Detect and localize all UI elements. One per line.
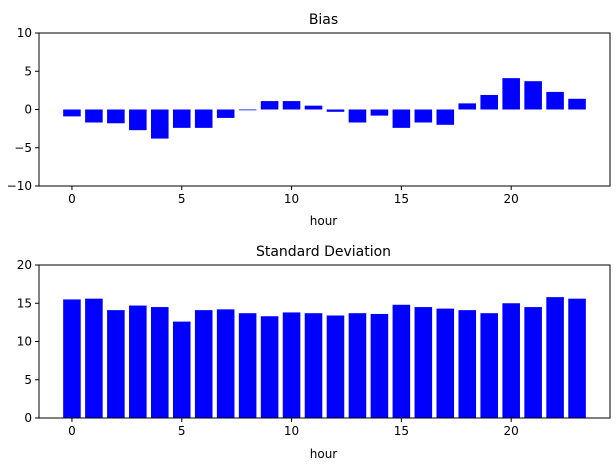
bar-hour-7 [216, 309, 235, 418]
x-tick-label: 20 [504, 192, 519, 206]
bar-hour-1 [85, 298, 103, 418]
bar-hour-6 [194, 310, 213, 418]
y-tick-label: 0 [24, 103, 32, 117]
bar-hour-12 [326, 109, 345, 112]
bar-hour-3 [129, 109, 147, 131]
bar-hour-9 [260, 101, 279, 110]
bar-hour-5 [172, 321, 191, 418]
bar-hour-6 [194, 109, 213, 128]
bar-hour-21 [524, 81, 542, 110]
bar-hour-1 [85, 109, 103, 123]
bar-hour-23 [568, 98, 586, 110]
bar-hour-17 [436, 109, 455, 125]
bar-hour-10 [282, 101, 301, 110]
x-tick-label: 0 [68, 192, 76, 206]
bar-hour-0 [63, 299, 81, 418]
x-tick-label: 5 [178, 192, 186, 206]
bar-hour-13 [348, 313, 367, 418]
bar-hour-18 [458, 310, 477, 418]
y-tick-label: −10 [7, 179, 32, 193]
bar-hour-5 [172, 109, 191, 128]
bar-hour-11 [304, 105, 323, 110]
bar-hour-9 [260, 316, 279, 418]
y-tick-label: 10 [17, 26, 32, 40]
bar-hour-2 [107, 310, 125, 418]
bar-hour-17 [436, 308, 455, 418]
bar-hour-15 [392, 109, 411, 128]
bar-hour-8 [238, 313, 257, 418]
bias-chart: Bias hour 0 5 10 15 20 −10 −5 0 5 10 [7, 12, 611, 228]
x-axis-label: hour [310, 447, 338, 461]
bar-hour-21 [524, 307, 542, 418]
std-dev-chart: Standard Deviation hour 0 5 10 15 20 0 5 10 15 20 [17, 244, 611, 461]
bar-hour-13 [348, 109, 367, 123]
bar-hour-2 [107, 109, 125, 124]
bar-hour-19 [480, 313, 498, 418]
bar-hour-18 [458, 103, 477, 110]
bar-hour-4 [151, 109, 169, 139]
bar-hour-20 [502, 303, 520, 418]
x-tick-label: 15 [394, 192, 409, 206]
chart-title: Standard Deviation [256, 244, 391, 260]
y-tick-label: 0 [24, 411, 32, 425]
bar-hour-3 [129, 305, 147, 418]
y-tick-label: 10 [17, 335, 32, 349]
bar-hour-20 [502, 78, 520, 110]
bar-hour-8 [238, 109, 257, 111]
bar-hour-11 [304, 313, 323, 418]
bar-hour-10 [282, 312, 301, 418]
bar-hour-23 [568, 298, 586, 418]
bar-hour-16 [414, 109, 433, 123]
x-axis-label: hour [310, 214, 338, 228]
y-tick-label: 5 [24, 64, 32, 78]
bar-hour-14 [370, 109, 389, 116]
bar-hour-16 [414, 307, 433, 418]
bar-hour-22 [546, 91, 564, 110]
x-tick-label: 15 [394, 424, 409, 438]
x-tick-label: 10 [284, 192, 299, 206]
chart-title: Bias [309, 12, 338, 28]
bar-hour-12 [326, 315, 345, 418]
x-tick-label: 20 [504, 424, 519, 438]
bar-hour-15 [392, 304, 411, 418]
bar-hour-0 [63, 109, 81, 117]
bar-hour-19 [480, 94, 498, 110]
bar-hour-7 [216, 109, 235, 118]
y-tick-label: −5 [14, 141, 32, 155]
y-tick-label: 20 [17, 258, 32, 272]
bar-hour-4 [151, 307, 169, 418]
y-tick-label: 15 [17, 296, 32, 310]
y-tick-label: 5 [24, 373, 32, 387]
x-tick-label: 10 [284, 424, 299, 438]
x-tick-label: 5 [178, 424, 186, 438]
x-tick-label: 0 [68, 424, 76, 438]
bar-hour-14 [370, 313, 389, 418]
bar-hour-22 [546, 297, 564, 418]
